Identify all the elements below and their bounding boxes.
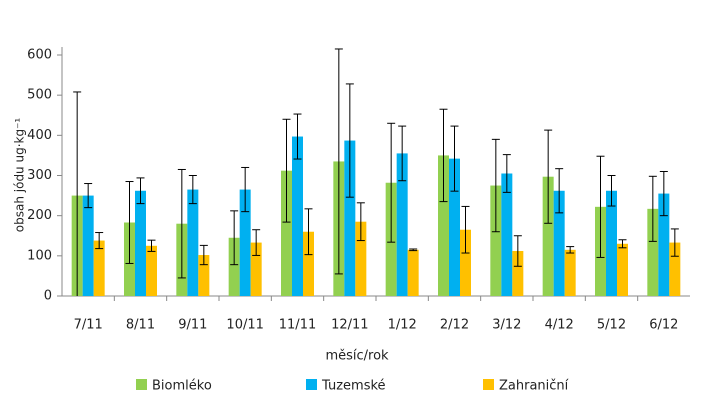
x-tick-label: 1/12 (388, 318, 417, 333)
bar (658, 193, 670, 296)
bar (501, 173, 513, 296)
bar (355, 221, 367, 296)
legend-swatch (136, 379, 147, 390)
bar (292, 136, 303, 296)
error-bar (555, 168, 564, 214)
bar (438, 155, 449, 296)
legend-label: Tuzemské (321, 379, 386, 394)
error-bar (334, 48, 343, 275)
error-bar (199, 244, 208, 266)
x-tick-label: 4/12 (545, 318, 574, 333)
bar (407, 249, 419, 296)
x-tick-label: 6/12 (649, 318, 678, 333)
bar (135, 190, 146, 296)
error-bar (607, 175, 616, 207)
bar (250, 242, 262, 296)
y-tick-label: 0 (44, 289, 52, 304)
error-bar (502, 154, 511, 193)
error-bar (356, 202, 365, 242)
error-bar (188, 175, 197, 205)
bar (647, 208, 659, 296)
bar (344, 140, 356, 296)
error-bar (491, 138, 500, 233)
error-bar (136, 177, 145, 205)
error-bars (73, 48, 679, 296)
bar (281, 170, 292, 296)
bar (146, 245, 157, 296)
error-bar (618, 239, 627, 249)
error-bar (95, 232, 104, 250)
bar (396, 153, 408, 296)
bar (617, 243, 628, 296)
bar (564, 249, 576, 296)
x-tick-label: 3/12 (492, 318, 521, 333)
bar (198, 255, 210, 296)
y-tick-label: 200 (27, 208, 52, 223)
y-tick-label: 500 (27, 88, 52, 103)
bar (228, 237, 240, 296)
y-axis-label: obsah jódu ug·kg⁻¹ (13, 118, 27, 233)
error-bar (398, 125, 407, 182)
bar (303, 231, 314, 296)
x-tick-label: 5/12 (597, 318, 626, 333)
bar (542, 176, 554, 296)
bar (82, 195, 94, 296)
legend-label: Zahraniční (499, 379, 569, 394)
bar (187, 189, 199, 296)
x-tick-label: 8/11 (126, 318, 155, 333)
bar (553, 190, 565, 296)
error-bar (409, 248, 418, 252)
error-bar (596, 155, 605, 258)
bar (239, 189, 251, 296)
error-bar (230, 210, 239, 266)
x-axis-label: měsíc/rok (325, 349, 389, 364)
y-tick-label: 100 (27, 248, 52, 263)
error-bar (387, 122, 396, 243)
error-bar (439, 108, 448, 203)
legend-swatch (306, 379, 317, 390)
bar (512, 251, 524, 296)
error-bar (566, 246, 575, 254)
error-bar (177, 168, 186, 279)
bar (93, 240, 105, 296)
error-bar (147, 239, 156, 252)
error-bar (461, 205, 470, 254)
x-tick-label: 2/12 (440, 318, 469, 333)
error-bar (304, 208, 313, 256)
error-bar (293, 113, 302, 160)
error-bar (544, 129, 553, 224)
x-tick-label: 12/11 (331, 318, 368, 333)
y-tick-label: 300 (27, 168, 52, 183)
bar (449, 158, 460, 296)
error-bar (648, 175, 657, 242)
bar (490, 185, 502, 296)
error-bar (125, 181, 134, 264)
x-tick-label: 10/11 (226, 318, 263, 333)
error-bar (670, 228, 679, 257)
y-tick-label: 600 (27, 48, 52, 63)
error-bar (450, 125, 459, 192)
legend-label: Biomléko (152, 379, 212, 394)
error-bar (345, 83, 354, 198)
error-bar (73, 91, 82, 296)
error-bar (84, 183, 93, 209)
error-bar (659, 170, 668, 217)
error-bar (241, 166, 250, 213)
error-bar (282, 118, 291, 223)
error-bar (513, 235, 522, 267)
y-tick-label: 400 (27, 128, 52, 143)
x-tick-label: 11/11 (279, 318, 316, 333)
x-tick-label: 7/11 (74, 318, 103, 333)
legend-swatch (483, 379, 494, 390)
error-bar (252, 229, 261, 256)
bar (606, 190, 617, 296)
bar (669, 242, 681, 296)
x-tick-label: 9/11 (178, 318, 207, 333)
bar (460, 229, 471, 296)
